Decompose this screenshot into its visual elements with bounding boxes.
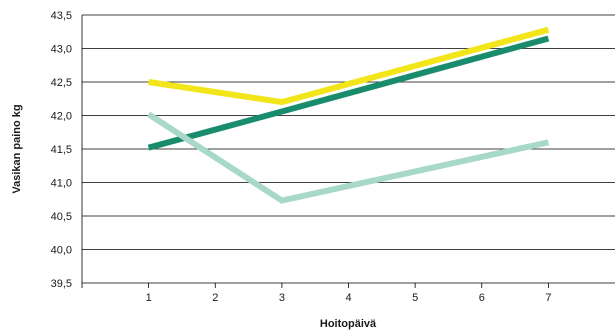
x-tick-label: 6	[479, 292, 485, 304]
y-tick-label: 40,0	[51, 245, 72, 257]
y-tick-label: 42,0	[51, 111, 72, 123]
y-tick-labels: 39,5 40,0 40,5 41,0 41,5 42,0 42,5 43,0 43,5	[51, 10, 72, 290]
x-tick-label: 1	[146, 292, 152, 304]
gridlines	[82, 14, 615, 284]
y-tick-label: 41,5	[51, 144, 72, 156]
y-tick-label: 43,0	[51, 44, 72, 56]
x-tick-label: 7	[545, 292, 551, 304]
x-tick-label: 2	[212, 292, 218, 304]
y-tick-label: 42,5	[51, 77, 72, 89]
axes	[81, 15, 549, 288]
series-lines	[146, 26, 550, 204]
x-tick-label: 5	[412, 292, 418, 304]
y-tick-label: 41,0	[51, 178, 72, 190]
y-tick-label: 43,5	[51, 10, 72, 22]
x-tick-label: 3	[279, 292, 285, 304]
x-axis-title: Hoitopäivä	[320, 318, 377, 330]
y-tick-label: 40,5	[51, 211, 72, 223]
series-line-2	[147, 35, 550, 151]
y-tick-label: 39,5	[51, 278, 72, 290]
x-tick-label: 4	[345, 292, 351, 304]
y-axis-title: Vasikan paino kg	[11, 104, 23, 193]
series-line-1	[148, 26, 550, 106]
x-tick-labels: 1 2 3 4 5 6 7	[146, 292, 552, 304]
series-line-3	[146, 111, 550, 204]
